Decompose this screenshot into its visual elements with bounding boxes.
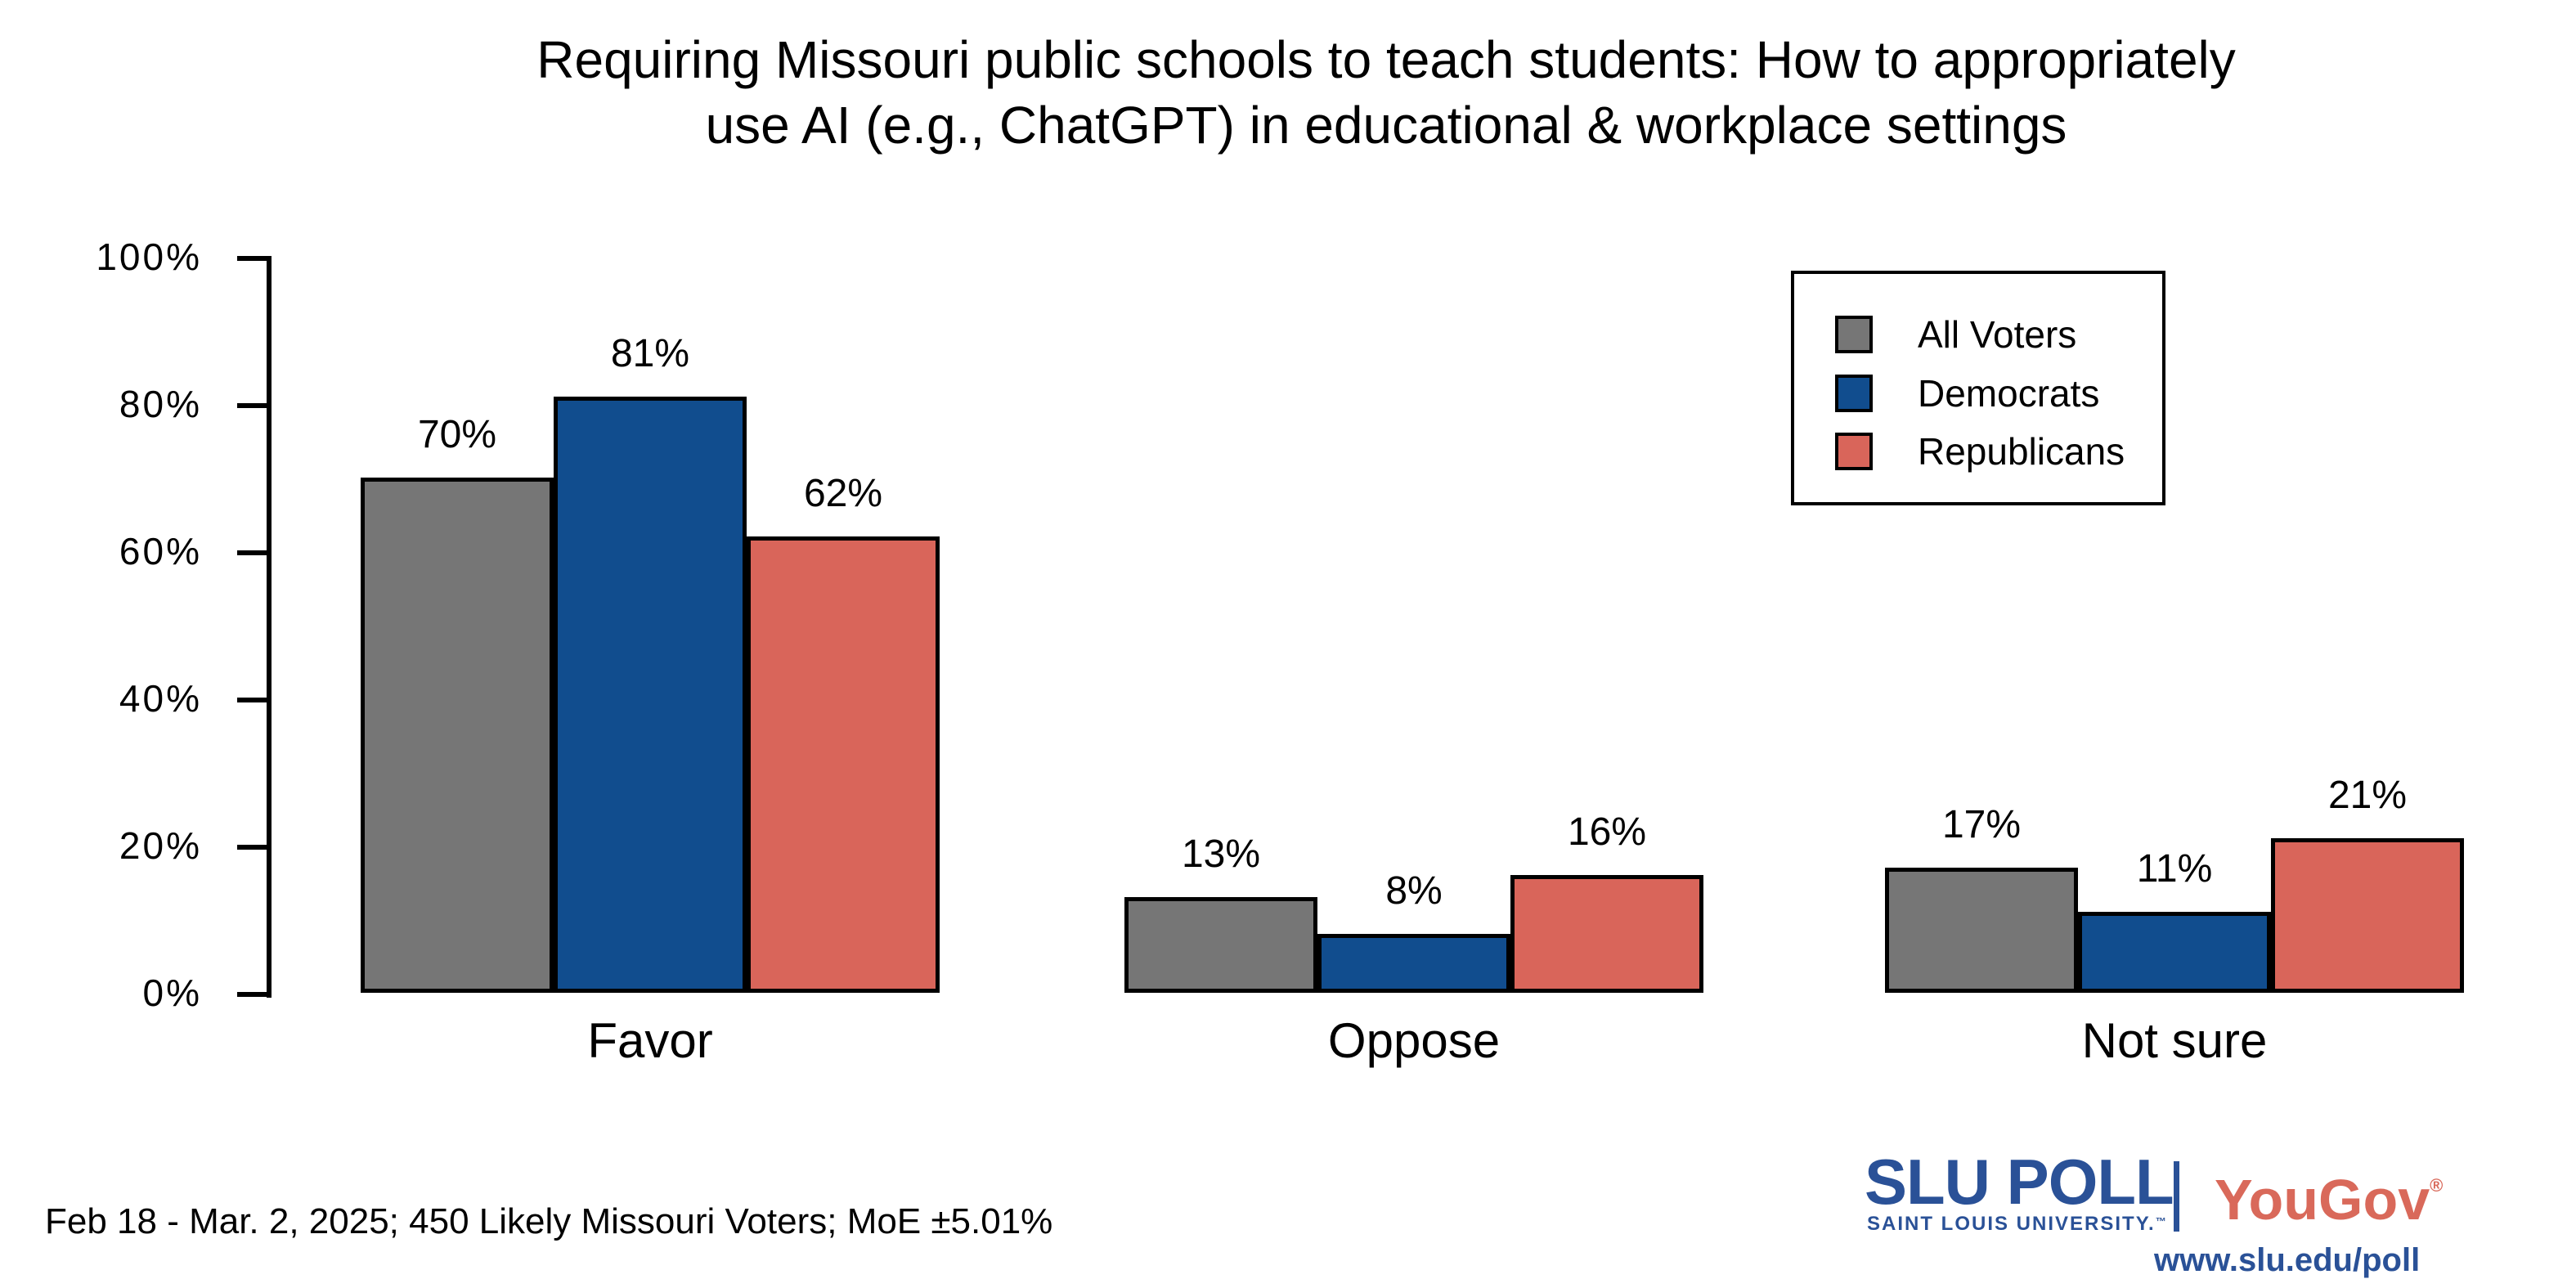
- y-axis-tick-100: [237, 256, 272, 261]
- bar-oppose-republicans: [1510, 875, 1703, 993]
- legend-swatch-all-voters: [1835, 316, 1873, 353]
- value-label-not-sure-all-voters: 17%: [1941, 803, 2022, 846]
- legend-label-democrats: Democrats: [1918, 371, 2100, 415]
- bar-not-sure-republicans: [2271, 838, 2464, 993]
- bar-favor-republicans: [747, 536, 940, 993]
- value-label-favor-democrats: 81%: [610, 332, 690, 375]
- y-axis-tick-label-20: 20%: [119, 824, 202, 867]
- value-label-favor-all-voters: 70%: [417, 413, 497, 456]
- category-label-oppose: Oppose: [1327, 1013, 1501, 1068]
- value-label-not-sure-republicans: 21%: [2327, 774, 2408, 817]
- y-axis-tick-80: [237, 403, 272, 408]
- legend-box: All Voters Democrats Republicans: [1791, 271, 2165, 505]
- chart-title-line-1: Requiring Missouri public schools to tea…: [536, 30, 2236, 89]
- value-label-oppose-democrats: 8%: [1385, 869, 1443, 913]
- bar-not-sure-all-voters: [1885, 868, 2078, 993]
- value-label-oppose-all-voters: 13%: [1181, 832, 1261, 876]
- legend-swatch-democrats: [1835, 374, 1873, 412]
- category-label-not-sure: Not sure: [2081, 1013, 2268, 1068]
- slu-university-wordmark: SAINT LOUIS UNIVERSITY.™: [1867, 1211, 2166, 1235]
- chart-title: Requiring Missouri public schools to tea…: [196, 27, 2576, 158]
- slu-university-text: SAINT LOUIS UNIVERSITY.: [1867, 1213, 2156, 1235]
- y-axis-line: [267, 257, 272, 998]
- trademark-symbol: ™: [2155, 1215, 2166, 1227]
- legend-label-republicans: Republicans: [1918, 430, 2125, 473]
- slu-poll-url: www.slu.edu/poll: [2154, 1242, 2421, 1278]
- bar-oppose-democrats: [1317, 934, 1510, 993]
- bar-favor-democrats: [554, 397, 747, 993]
- yougov-logo: YouGov®: [2215, 1153, 2443, 1232]
- methodology-note: Feb 18 - Mar. 2, 2025; 450 Likely Missou…: [45, 1201, 1053, 1241]
- bar-oppose-all-voters: [1124, 897, 1317, 993]
- slu-poll-logo: SLU POLL: [1865, 1146, 2174, 1218]
- chart-title-line-2: use AI (e.g., ChatGPT) in educational & …: [705, 96, 2067, 155]
- registered-symbol: ®: [2430, 1175, 2444, 1196]
- bar-favor-all-voters: [361, 478, 554, 993]
- value-label-favor-republicans: 62%: [803, 472, 883, 515]
- value-label-not-sure-democrats: 11%: [2136, 847, 2213, 891]
- y-axis-tick-20: [237, 845, 272, 850]
- legend-swatch-republicans: [1835, 433, 1873, 470]
- category-label-favor: Favor: [587, 1013, 713, 1068]
- y-axis-tick-label-60: 60%: [119, 530, 202, 572]
- y-axis-tick-60: [237, 550, 272, 555]
- y-axis-tick-0: [237, 992, 272, 997]
- yougov-text: YouGov: [2215, 1168, 2430, 1232]
- y-axis-tick-40: [237, 698, 272, 702]
- y-axis-tick-label-40: 40%: [119, 677, 202, 720]
- legend-label-all-voters: All Voters: [1918, 313, 2077, 356]
- y-axis-tick-label-100: 100%: [96, 236, 202, 278]
- logo-separator: [2174, 1161, 2179, 1232]
- value-label-oppose-republicans: 16%: [1567, 810, 1647, 854]
- y-axis-tick-label-0: 0%: [142, 972, 202, 1014]
- y-axis-tick-label-80: 80%: [119, 383, 202, 425]
- bar-not-sure-democrats: [2078, 912, 2271, 993]
